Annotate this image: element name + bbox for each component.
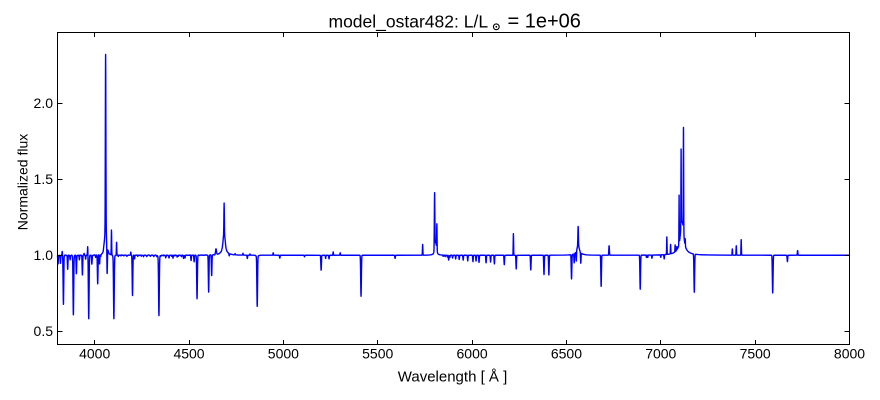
svg-text:1.5: 1.5 [34,171,54,187]
svg-text:1.0: 1.0 [34,247,54,263]
svg-text:= 1e+06: = 1e+06 [508,11,581,33]
svg-text:4000: 4000 [79,346,110,362]
svg-text:5000: 5000 [268,346,299,362]
svg-text:2.0: 2.0 [34,95,54,111]
svg-text:6000: 6000 [457,346,488,362]
svg-text:Wavelength [ Å ]: Wavelength [ Å ] [398,369,508,386]
svg-text:6500: 6500 [551,346,582,362]
svg-text:Normalized flux: Normalized flux [15,134,31,230]
svg-text:7000: 7000 [645,346,676,362]
svg-text:7500: 7500 [740,346,771,362]
svg-text:5500: 5500 [362,346,393,362]
svg-text:0.5: 0.5 [34,323,54,339]
svg-text:8000: 8000 [834,346,865,362]
svg-text:4500: 4500 [173,346,204,362]
svg-text:model_ostar482: L/L: model_ostar482: L/L [329,12,489,33]
